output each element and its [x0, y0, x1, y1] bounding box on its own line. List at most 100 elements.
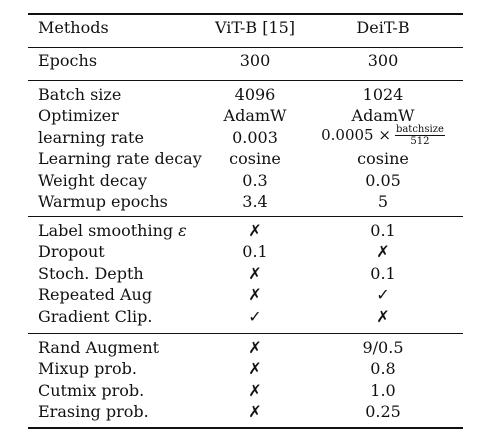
table-cell: cosine	[318, 149, 448, 169]
cell-text: 3.4	[242, 192, 268, 211]
table-cell: 0.8	[318, 359, 448, 379]
cell-text: Dropout	[38, 242, 105, 262]
formula-coefficient: 0.0005 ×	[321, 126, 391, 145]
cell-text: AdamW	[223, 106, 287, 126]
table-cell: ✗	[196, 402, 314, 422]
cross-icon: ✗	[376, 306, 390, 326]
cross-icon: ✗	[248, 359, 262, 379]
table-cell: 9/0.5	[318, 338, 448, 358]
table-cell: 300	[318, 51, 448, 71]
cell-text: cosine	[229, 149, 281, 169]
cell-text: Rand Augment	[38, 338, 160, 357]
table-cell: AdamW	[318, 106, 448, 126]
table-cell: ✓	[318, 285, 448, 305]
table-cell: 0.0005 × batchsize 512	[318, 124, 448, 147]
row-label: Mixup prob.	[38, 359, 137, 379]
table-cell: ✓	[196, 307, 314, 327]
table-cell: 0.05	[318, 171, 448, 191]
cell-text: Gradient Clip.	[38, 306, 153, 326]
column-header: Methods	[38, 18, 109, 38]
cell-text: Cutmix prob.	[38, 380, 145, 400]
table-cell: ✗	[196, 359, 314, 379]
row-label: Weight decay	[38, 171, 147, 191]
table-cell: 0.1	[318, 221, 448, 241]
row-label: Warmup epochs	[38, 192, 168, 212]
cell-text: DeiT-B	[356, 18, 410, 37]
table-cell: 3.4	[196, 192, 314, 212]
cell-text: Stoch. Depth	[38, 263, 144, 283]
row-label: Erasing prob.	[38, 402, 149, 422]
table-cell: 0.1	[318, 264, 448, 284]
cell-text: Erasing prob.	[38, 402, 149, 422]
table-cell: ✗	[318, 242, 448, 262]
cell-text: 0.003	[232, 127, 278, 147]
cell-text: Label smoothing	[38, 221, 174, 240]
row-label: learning rate	[38, 128, 144, 148]
table-cell: ✗	[318, 307, 448, 327]
table-cell: 300	[196, 51, 314, 71]
table-cell: 1024	[318, 85, 448, 105]
cell-text: 1.0	[370, 380, 396, 400]
cell-text: 4096	[234, 85, 276, 104]
table-cell: 0.25	[318, 402, 448, 422]
cell-text: Methods	[38, 18, 109, 37]
table-top-rule	[28, 13, 463, 15]
cross-icon: ✗	[248, 338, 262, 357]
table-cell: ✗	[196, 381, 314, 401]
row-label: Epochs	[38, 51, 97, 71]
table-group-rule	[28, 80, 463, 81]
table-bottom-rule	[28, 427, 463, 429]
table-cell: cosine	[196, 149, 314, 169]
fraction-denominator: 512	[410, 135, 430, 147]
row-label: Label smoothing ε	[38, 221, 187, 241]
row-label: Optimizer	[38, 106, 119, 126]
cell-text: 9/0.5	[362, 338, 404, 357]
table-group-rule	[28, 216, 463, 217]
cross-icon: ✗	[248, 221, 262, 240]
cell-text: 0.25	[365, 402, 401, 422]
cell-text: Epochs	[38, 51, 98, 70]
table-cell: ✗	[196, 285, 314, 305]
cell-text: 0.3	[242, 170, 268, 190]
table-cell: ✗	[196, 338, 314, 358]
table-header-rule	[28, 47, 463, 48]
learning-rate-formula: 0.0005 × batchsize 512	[321, 124, 445, 147]
cell-text: 0.1	[370, 263, 396, 283]
cell-text: AdamW	[351, 106, 415, 126]
cross-icon: ✗	[248, 402, 262, 422]
cell-text: 0.1	[242, 242, 268, 262]
cell-text: 0.1	[370, 221, 396, 240]
row-label: Learning rate decay	[38, 149, 202, 169]
table-cell: AdamW	[196, 106, 314, 126]
cross-icon: ✗	[248, 380, 262, 400]
cell-text: 300	[367, 51, 399, 70]
cell-text: ViT-B [15]	[214, 18, 296, 37]
cross-icon: ✗	[248, 285, 262, 305]
cell-text: Batch size	[38, 85, 122, 104]
row-label: Dropout	[38, 242, 105, 262]
table-cell: 0.003	[196, 128, 314, 148]
row-label: Repeated Aug	[38, 285, 152, 305]
cell-text: Mixup prob.	[38, 359, 138, 379]
formula-fraction: batchsize 512	[394, 123, 445, 147]
column-header: ViT-B [15]	[196, 18, 314, 38]
row-label: Cutmix prob.	[38, 381, 144, 401]
cell-text: Repeated Aug	[38, 285, 153, 305]
cell-text: Optimizer	[38, 106, 119, 126]
table-cell: 1.0	[318, 381, 448, 401]
table-cell: ✗	[196, 221, 314, 241]
cell-text: Weight decay	[38, 170, 148, 190]
table-cell: 4096	[196, 85, 314, 105]
row-label: Rand Augment	[38, 338, 159, 358]
fraction-numerator: batchsize	[394, 123, 445, 136]
cell-text: Learning rate decay	[38, 149, 202, 169]
table-cell: 5	[318, 192, 448, 212]
cell-text: 0.8	[370, 359, 396, 379]
cell-text: 5	[377, 192, 389, 211]
cross-icon: ✗	[376, 242, 390, 262]
row-label: Gradient Clip.	[38, 307, 152, 327]
cell-text: 300	[239, 51, 271, 70]
table-cell: 0.1	[196, 242, 314, 262]
cell-text: cosine	[357, 149, 409, 169]
cell-text: 1024	[362, 85, 404, 104]
